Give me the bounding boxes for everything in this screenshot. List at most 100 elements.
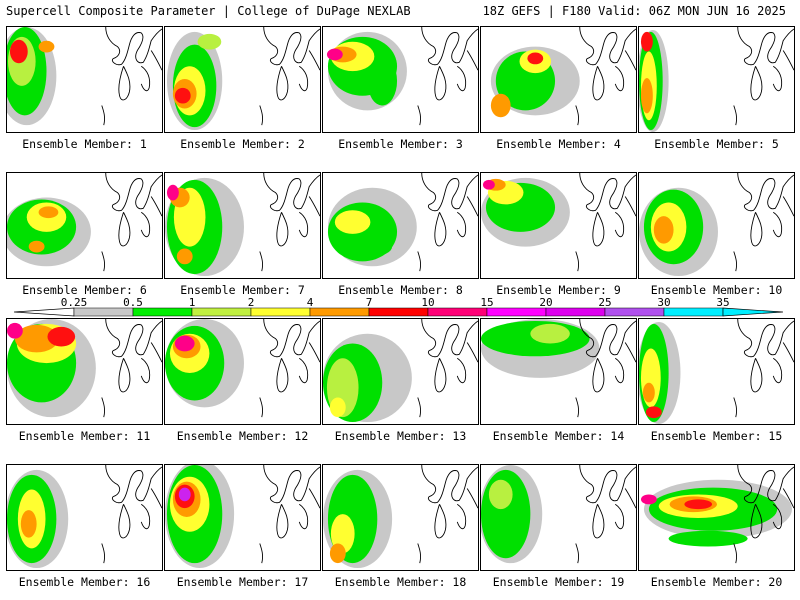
map-panel-member-7 [164, 172, 321, 279]
coastline [434, 504, 447, 539]
coastline [737, 27, 794, 66]
scp-map [326, 27, 478, 126]
legend-swatch [604, 307, 665, 317]
scp-shading [7, 322, 23, 339]
legend-label: 25 [598, 296, 611, 309]
scp-shading [653, 216, 674, 244]
coastline [308, 50, 320, 71]
scp-shading [47, 326, 76, 347]
header-title: Supercell Composite Parameter | College … [6, 4, 411, 18]
coastline [733, 397, 737, 418]
coastline [276, 504, 289, 539]
coastline [263, 319, 320, 358]
coastline [592, 358, 605, 393]
coastline [456, 503, 467, 530]
legend-label: 2 [248, 296, 255, 309]
coastline [624, 342, 636, 363]
coastline [150, 488, 162, 509]
map-panel-member-12 [164, 318, 321, 425]
coastline [308, 342, 320, 363]
scp-shading [527, 52, 544, 65]
legend-min-arrow [13, 307, 75, 317]
scp-shading [640, 31, 653, 52]
member-caption-4: Ensemble Member: 4 [496, 137, 621, 151]
scp-shading [530, 323, 570, 344]
coastline [417, 105, 421, 126]
scp-shading [174, 87, 191, 104]
map-panel-member-14 [480, 318, 637, 425]
coastline [101, 543, 105, 564]
coastline [750, 66, 763, 101]
member-caption-20: Ensemble Member: 20 [650, 575, 783, 589]
coastline [101, 251, 105, 272]
member-caption-6: Ensemble Member: 6 [22, 283, 147, 297]
scp-shading [640, 494, 657, 505]
scp-map [165, 319, 320, 418]
coastline [456, 357, 467, 384]
member-caption-2: Ensemble Member: 2 [180, 137, 305, 151]
member-caption-16: Ensemble Member: 16 [18, 575, 151, 589]
scp-shading [176, 248, 193, 265]
coastline [772, 211, 783, 238]
scp-shading [197, 33, 222, 50]
legend-swatch [73, 307, 134, 317]
scp-shading [329, 397, 346, 418]
coastline [259, 543, 263, 564]
scp-map [481, 465, 636, 564]
scp-map [639, 319, 794, 424]
legend-swatch [486, 307, 547, 317]
coastline [579, 27, 636, 66]
member-caption-1: Ensemble Member: 1 [22, 137, 147, 151]
member-caption-3: Ensemble Member: 3 [338, 137, 463, 151]
scp-shading [38, 206, 59, 219]
scp-map [327, 173, 478, 272]
legend-label: 15 [480, 296, 493, 309]
coastline [263, 465, 320, 504]
coastline [624, 50, 636, 71]
legend-label: 35 [716, 296, 729, 309]
scp-shading [329, 543, 346, 564]
coastline [298, 357, 309, 384]
coastline [140, 65, 151, 92]
map-panel-member-9 [480, 172, 637, 279]
legend-swatch [250, 307, 311, 317]
coastline [263, 173, 320, 212]
coastline [417, 397, 421, 418]
coastline [298, 211, 309, 238]
coastline [466, 50, 478, 71]
scp-map [640, 465, 794, 564]
map-panel-member-4 [480, 26, 637, 133]
coastline [308, 488, 320, 509]
map-panel-member-5 [638, 26, 795, 133]
scp-map [7, 173, 162, 272]
scp-map [7, 319, 162, 418]
legend-swatch [545, 307, 606, 317]
scp-shading [334, 210, 371, 234]
coastline [259, 251, 263, 272]
legend-label: 30 [657, 296, 670, 309]
coastline [456, 211, 467, 238]
scp-shading [178, 487, 191, 502]
map-panel-member-20 [638, 464, 795, 571]
coastline [101, 105, 105, 126]
coastline [614, 357, 625, 384]
coastline [466, 342, 478, 363]
coastline [150, 342, 162, 363]
coastline [592, 504, 605, 539]
coastline [276, 358, 289, 393]
coastline [434, 66, 447, 101]
map-panel-member-19 [480, 464, 637, 571]
scp-shading [367, 56, 398, 106]
scp-map [166, 27, 320, 131]
map-panel-member-6 [6, 172, 163, 279]
coastline [579, 465, 636, 504]
coastline [772, 65, 783, 92]
scp-shading [488, 479, 513, 510]
scp-shading [684, 499, 713, 510]
scp-shading [482, 179, 495, 190]
member-caption-9: Ensemble Member: 9 [496, 283, 621, 297]
coastline [118, 358, 131, 393]
coastline [263, 27, 320, 66]
scp-shading [645, 406, 662, 419]
scp-shading [330, 514, 355, 554]
